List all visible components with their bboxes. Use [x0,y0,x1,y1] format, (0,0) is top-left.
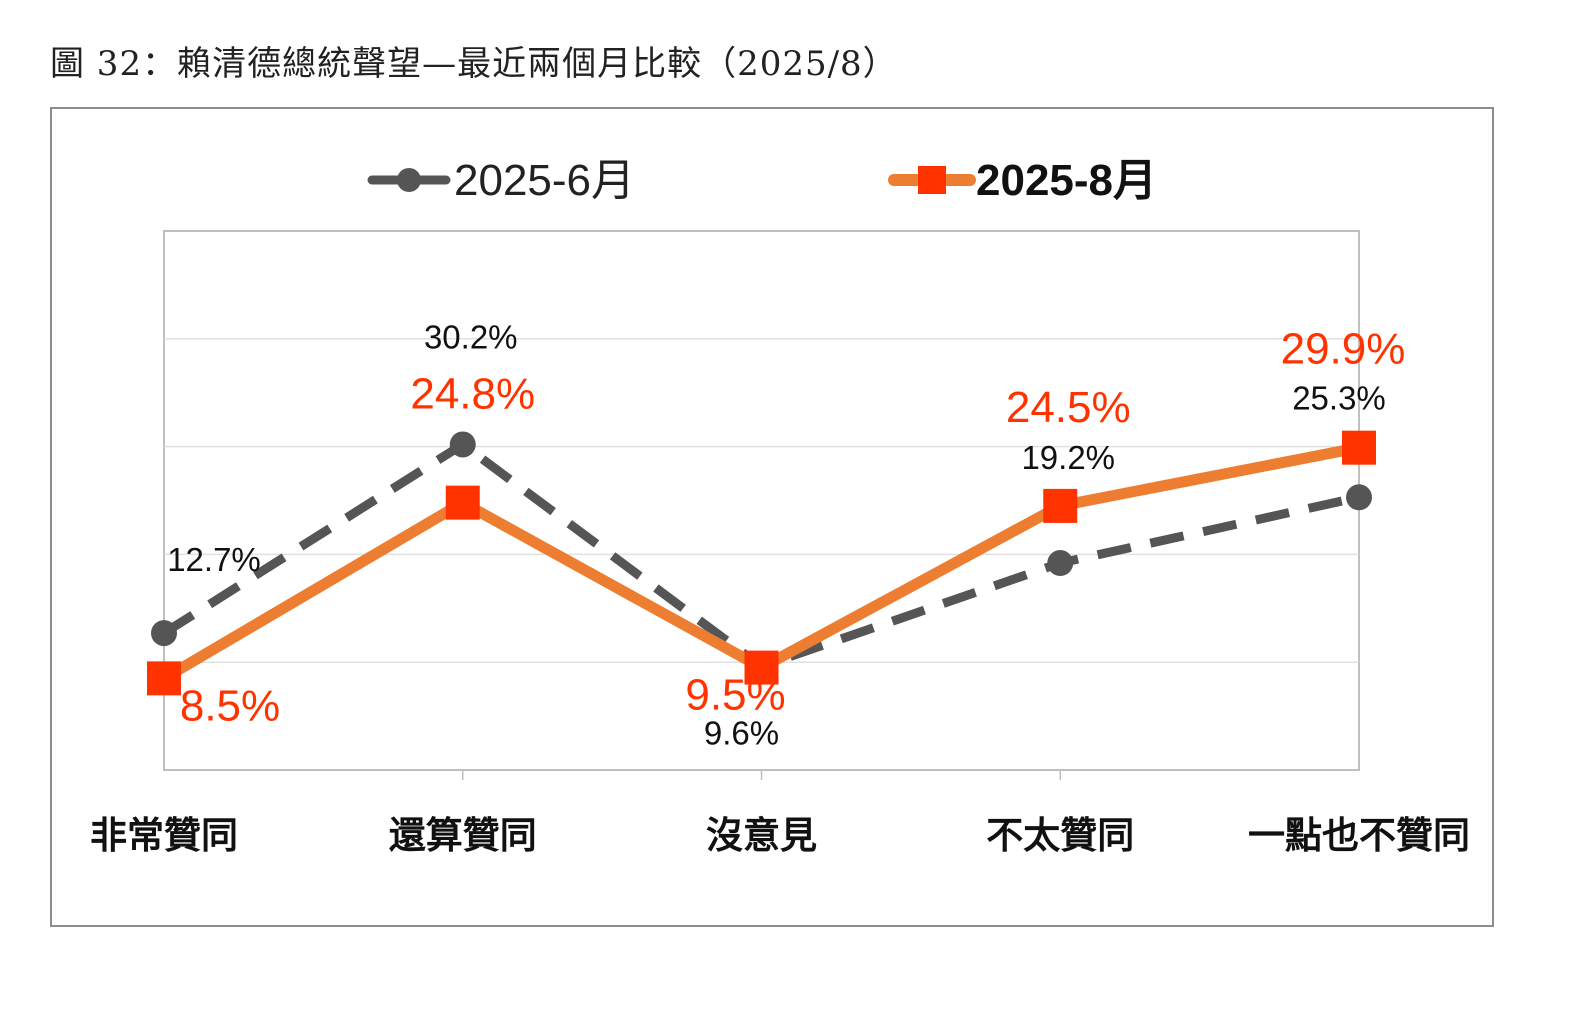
data-label-2025-8: 24.8% [410,370,535,419]
legend-marker-2025-6 [397,168,421,192]
x-category-label: 還算贊同 [389,814,537,857]
point-2025-6 [1346,484,1372,511]
data-label-2025-8: 24.5% [1006,383,1131,432]
chart-legend: 2025-6月 2025-8月 [367,156,1157,205]
gridlines [164,338,1359,663]
data-label-2025-6: 30.2% [424,318,518,355]
point-2025-8 [744,650,779,685]
category-labels: 非常贊同 還算贊同 沒意見 不太贊同 一點也不贊同 [90,814,1470,857]
point-2025-8 [147,661,181,696]
x-category-label: 不太贊同 [986,814,1134,857]
point-2025-6 [151,620,177,647]
point-2025-8 [1342,430,1376,465]
legend-label-2025-6: 2025-6月 [454,156,635,205]
point-2025-6 [449,431,476,458]
chart-frame [50,107,1494,927]
x-category-label: 沒意見 [706,814,817,857]
legend-label-2025-8: 2025-8月 [976,156,1157,205]
data-label-2025-8: 8.5% [180,681,280,730]
x-axis-ticks [462,770,1061,780]
point-2025-8 [1043,488,1078,523]
point-2025-6 [1047,550,1074,577]
data-label-2025-8: 9.5% [685,671,785,720]
data-label-2025-6: 25.3% [1292,379,1386,416]
x-category-label: 一點也不贊同 [1248,814,1470,857]
figure-title: 圖 32：賴清德總統聲望—最近兩個月比較（2025/8） [50,44,898,84]
point-2025-8 [445,485,480,520]
x-category-label: 非常贊同 [90,814,238,857]
series-markers [147,430,1376,696]
data-label-2025-6: 19.2% [1021,439,1115,476]
data-label-2025-8: 29.9% [1281,325,1406,374]
series-lines [161,439,1361,684]
legend-marker-2025-8 [918,166,946,194]
data-label-2025-6: 12.7% [167,541,261,578]
data-labels: 12.7% 30.2% 9.6% 19.2% 25.3% 8.5% 24.8% 9.5% 24.… [167,318,1405,751]
series-line-2025-8 [161,442,1361,684]
data-label-2025-6: 9.6% [704,715,779,752]
